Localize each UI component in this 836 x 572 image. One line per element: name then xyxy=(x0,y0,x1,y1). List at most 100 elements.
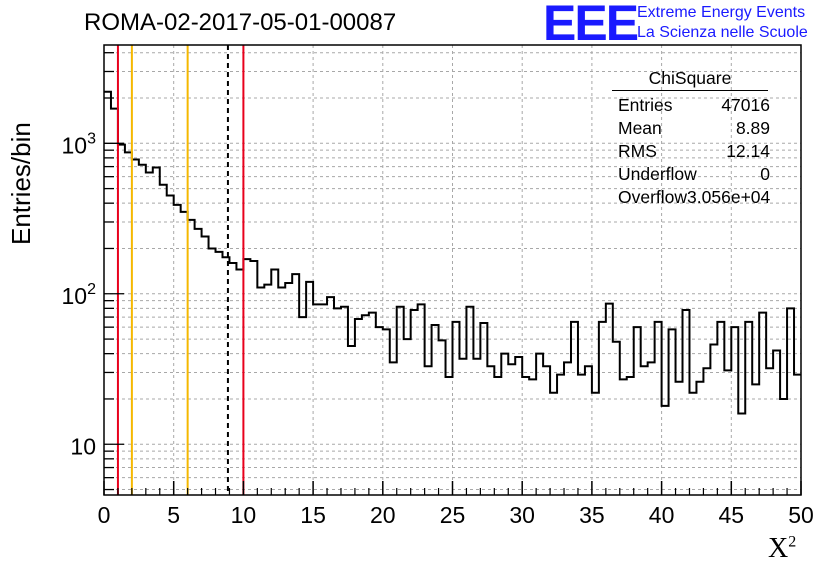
x-tick-label: 20 xyxy=(370,502,396,528)
histogram-bin xyxy=(759,313,766,495)
histogram-bin xyxy=(717,322,724,495)
histogram-bin xyxy=(236,269,243,495)
x-tick-label: 25 xyxy=(440,502,466,528)
stats-value: 12.14 xyxy=(726,141,770,161)
x-axis-label-base: X xyxy=(768,533,789,564)
histogram-bin xyxy=(536,354,543,495)
histogram-bin xyxy=(313,304,320,495)
histogram-bin xyxy=(724,370,731,495)
histogram-bin xyxy=(473,359,480,495)
histogram-bin xyxy=(167,195,174,495)
x-axis-label-exp: 2 xyxy=(788,533,797,551)
histogram xyxy=(104,90,801,495)
y-axis-label: Entries/bin xyxy=(6,122,36,245)
histogram-bin xyxy=(397,307,404,495)
stats-row-mean: Mean 8.89 xyxy=(612,117,772,140)
x-tick-label: 15 xyxy=(300,502,326,528)
histogram-bin xyxy=(494,377,501,495)
histogram-bin xyxy=(696,382,703,495)
histogram-bin xyxy=(515,357,522,495)
stats-value: 47016 xyxy=(721,95,770,115)
histogram-bin xyxy=(132,160,139,495)
histogram-bin xyxy=(411,310,418,495)
histogram-bin xyxy=(669,329,676,495)
histogram-bin xyxy=(620,379,627,495)
histogram-bin xyxy=(731,327,738,495)
histogram-bin xyxy=(480,323,487,495)
stats-label: Underflow xyxy=(618,164,697,184)
histogram-bin xyxy=(118,145,125,495)
histogram-bin xyxy=(529,379,536,495)
x-tick-label: 30 xyxy=(509,502,535,528)
stats-row-overflow: Overflow 3.056e+04 xyxy=(612,186,772,209)
histogram-bin xyxy=(271,269,278,495)
histogram-bin xyxy=(634,327,641,495)
histogram-bin xyxy=(592,393,599,495)
tick-labels: 0 5 10 15 20 25 30 35 40 45 50 10 102 103 xyxy=(62,130,814,528)
x-axis-label: X2 xyxy=(768,533,796,565)
y-tick-label: 102 xyxy=(62,281,97,309)
histogram-bin xyxy=(794,375,801,495)
marker-lines xyxy=(116,45,245,495)
histogram-bin xyxy=(766,368,773,495)
histogram-bin xyxy=(508,364,515,495)
histogram-bin xyxy=(369,313,376,495)
histogram-bin xyxy=(745,322,752,495)
histogram-bin xyxy=(195,229,202,495)
x-tick-label: 0 xyxy=(98,502,111,528)
eee-logo: EEE xyxy=(543,0,639,51)
x-tick-label: 10 xyxy=(231,502,257,528)
histogram-bin xyxy=(522,377,529,495)
histogram-bin xyxy=(571,322,578,495)
stats-label: Mean xyxy=(618,118,662,138)
histogram-bin xyxy=(243,259,250,495)
x-tick-label: 5 xyxy=(167,502,180,528)
histogram-bin xyxy=(229,263,236,495)
histogram-bin xyxy=(703,368,710,495)
histogram-bin xyxy=(578,375,585,495)
histogram-bin xyxy=(327,297,334,495)
histogram-bin xyxy=(710,345,717,495)
histogram-bin xyxy=(348,346,355,495)
histogram-bin xyxy=(550,393,557,495)
histogram-bin xyxy=(655,322,662,495)
x-tick-label: 45 xyxy=(719,502,745,528)
histogram-bin xyxy=(278,288,285,495)
x-tick-label: 35 xyxy=(579,502,605,528)
histogram-bin xyxy=(306,282,313,495)
histogram-bin xyxy=(174,205,181,495)
histogram-bin xyxy=(202,237,209,495)
histogram-bin xyxy=(320,304,327,495)
stats-row-rms: RMS 12.14 xyxy=(612,140,772,163)
histogram-bin xyxy=(773,350,780,495)
logo-line-1: Extreme Energy Events xyxy=(637,4,806,21)
histogram-bin xyxy=(160,185,167,495)
y-tick-label: 10 xyxy=(70,433,96,459)
x-tick-label: 50 xyxy=(788,502,814,528)
histogram-bin xyxy=(676,382,683,495)
histogram-bin xyxy=(466,307,473,495)
histogram-bin xyxy=(780,399,787,495)
histogram-bin xyxy=(153,168,160,495)
x-tick-label: 40 xyxy=(649,502,675,528)
histogram-bin xyxy=(752,384,759,495)
stats-title: ChiSquare xyxy=(612,66,768,91)
histogram-bin xyxy=(662,406,669,495)
histogram-bin xyxy=(738,414,745,495)
histogram-bin xyxy=(432,325,439,495)
stats-label: Entries xyxy=(618,95,673,115)
histogram-bin xyxy=(404,339,411,495)
histogram-bin xyxy=(627,377,634,495)
histogram-bin xyxy=(257,288,264,495)
histogram-bin xyxy=(341,307,348,495)
histogram-bin xyxy=(299,317,306,495)
stats-value: 3.056e+04 xyxy=(687,187,771,207)
histogram-bin xyxy=(501,354,508,495)
histogram-bin xyxy=(425,366,432,495)
histogram-bin xyxy=(487,366,494,495)
histogram-bin xyxy=(376,327,383,495)
stats-value: 8.89 xyxy=(735,118,770,138)
logo-line-2: La Scienza nelle Scuole xyxy=(637,24,808,41)
histogram-bin xyxy=(181,212,188,495)
